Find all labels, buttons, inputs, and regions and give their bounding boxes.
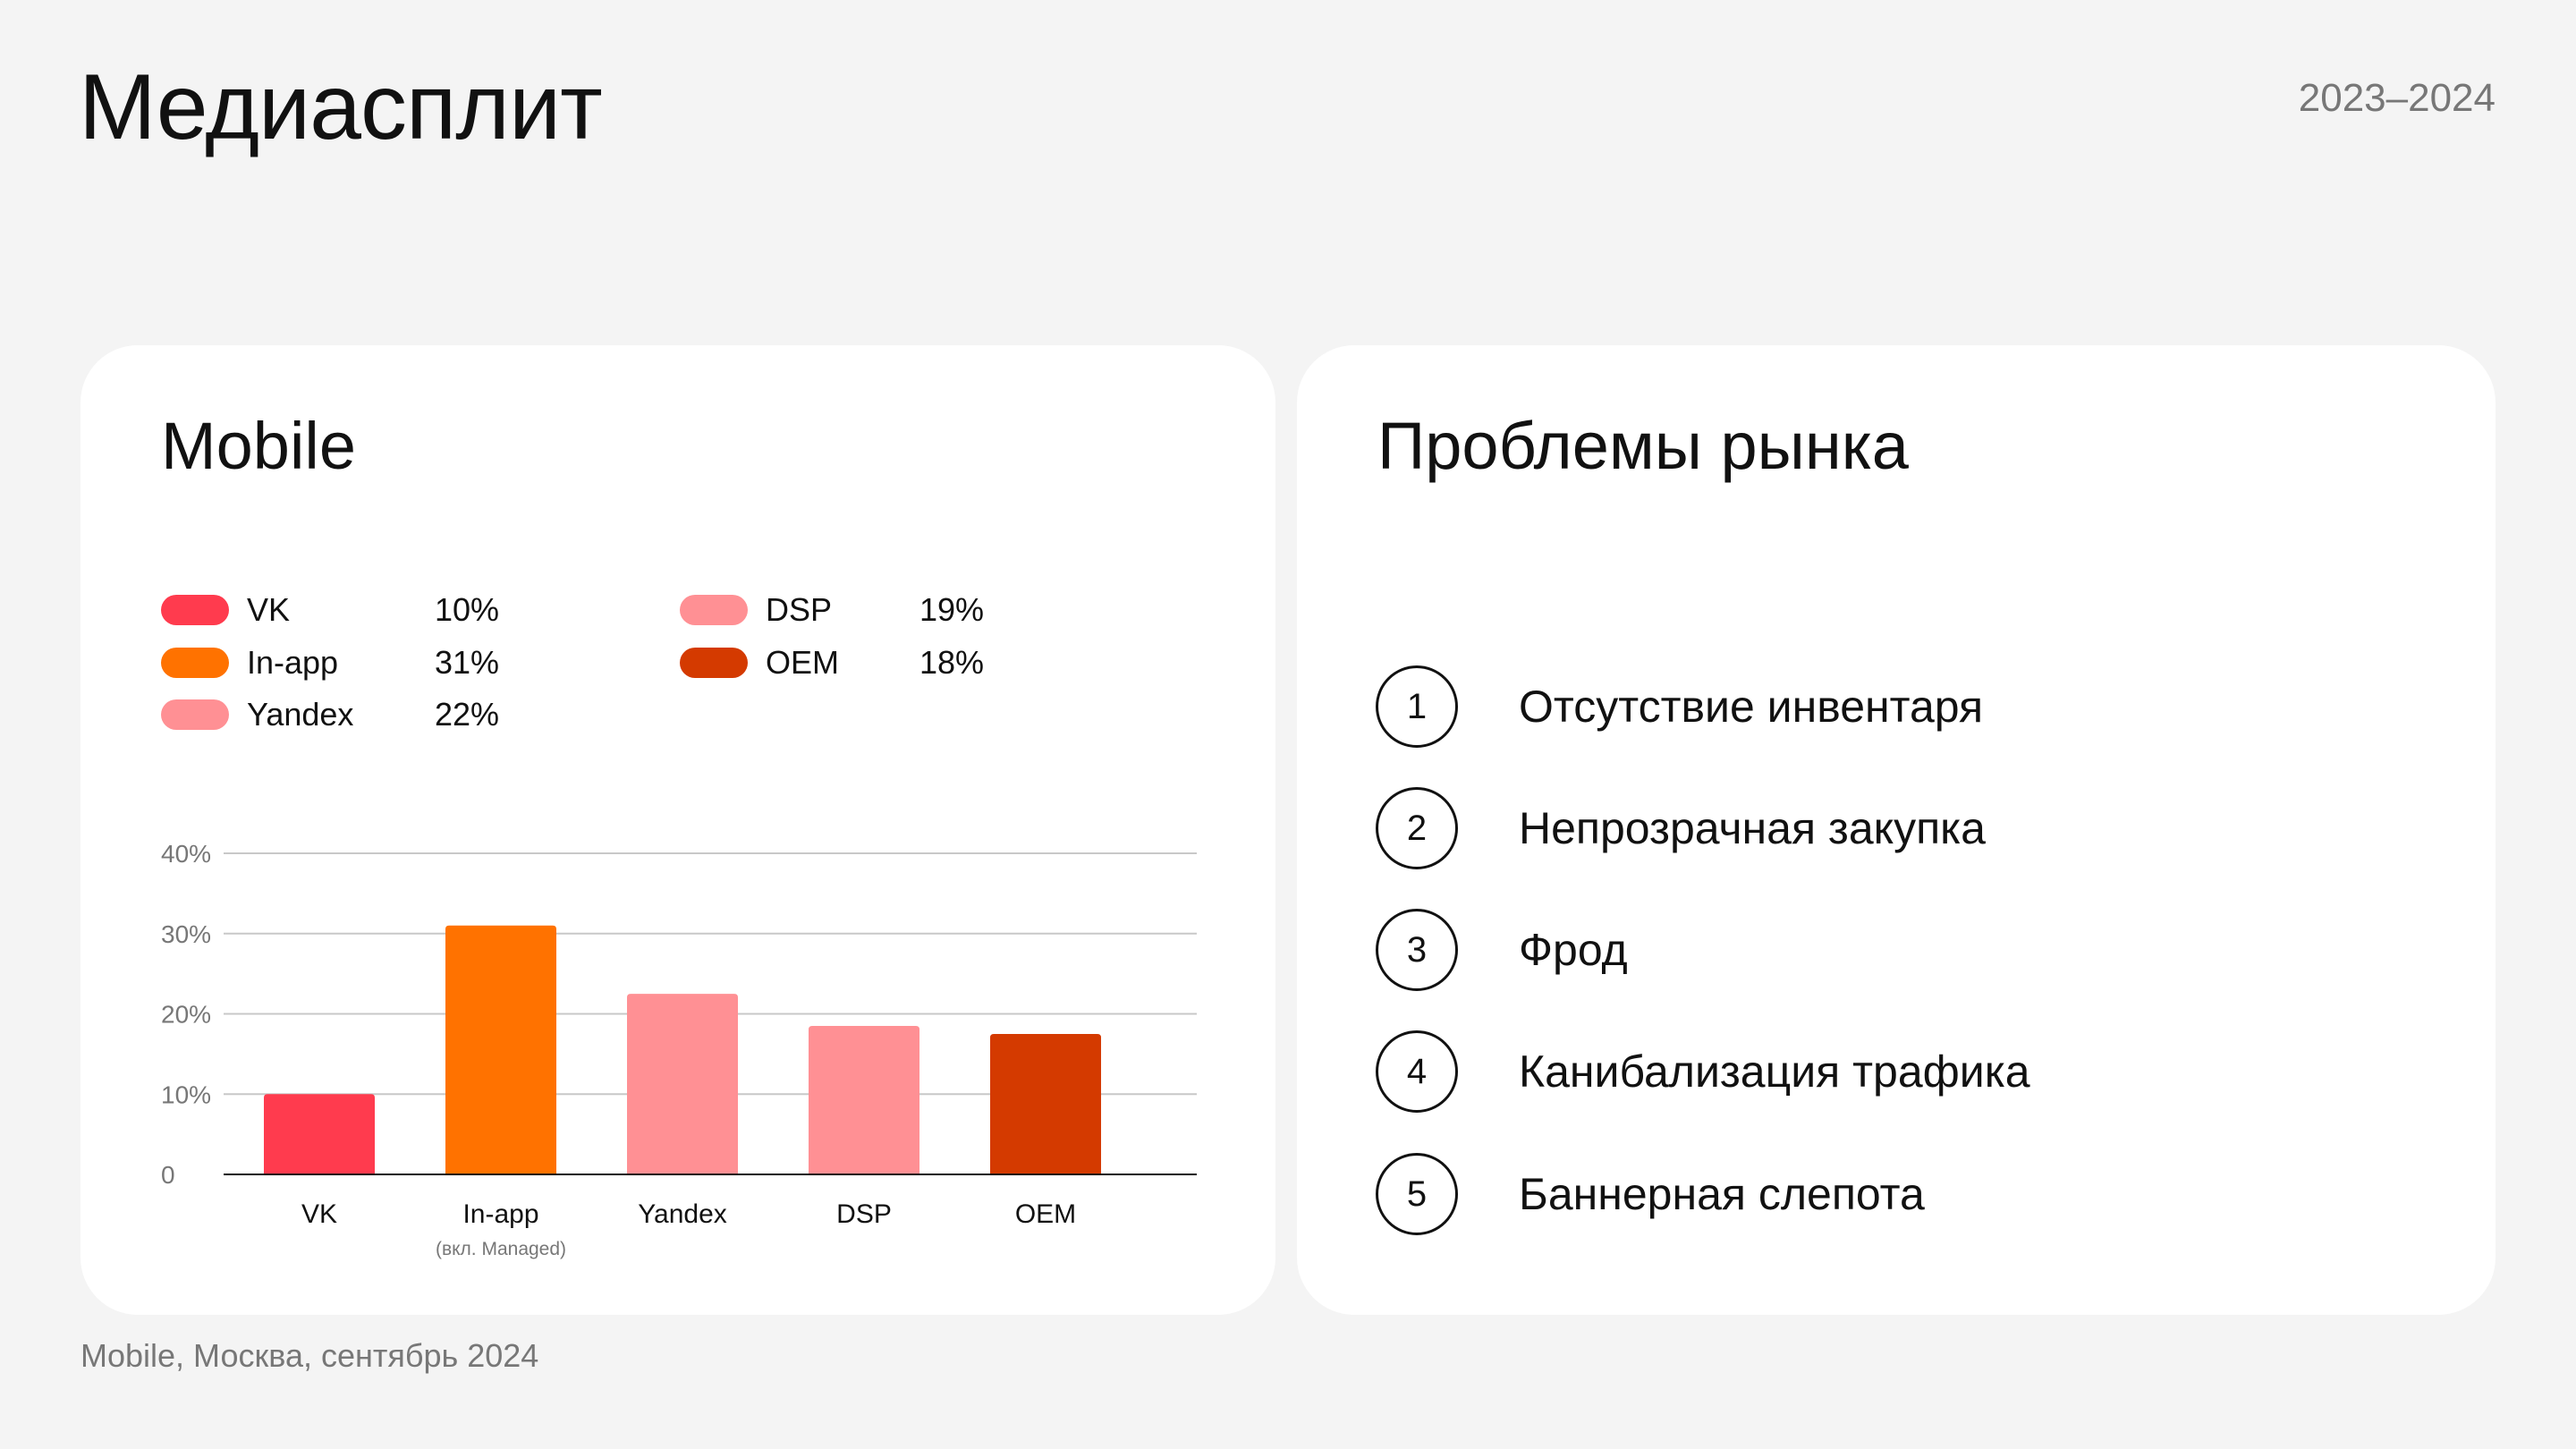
legend-swatch	[680, 648, 748, 678]
problem-number-badge: 5	[1376, 1153, 1458, 1235]
legend-value: 22%	[435, 696, 500, 733]
problem-text: Канибализация трафика	[1519, 1046, 2030, 1097]
y-tick-label: 0	[161, 1161, 175, 1189]
y-tick-label: 10%	[161, 1080, 211, 1108]
problem-item: 3 Фрод	[1376, 907, 1628, 993]
bar	[809, 1025, 919, 1174]
problem-item: 4 Канибализация трафика	[1376, 1029, 2030, 1114]
legend-swatch	[161, 595, 229, 625]
bar	[627, 994, 738, 1174]
legend-label: In-app	[247, 644, 339, 681]
x-tick-label: In-app	[462, 1199, 538, 1229]
y-tick-label: 30%	[161, 920, 211, 948]
problem-number-badge: 2	[1376, 787, 1458, 869]
legend-value: 18%	[919, 644, 985, 681]
legend-label: DSP	[766, 591, 833, 628]
legend-value: 31%	[435, 644, 500, 681]
legend-item-yandex: Yandex 22%	[161, 689, 499, 741]
legend-item-vk: VK 10%	[161, 584, 499, 636]
problem-text: Непрозрачная закупка	[1519, 803, 1986, 853]
problem-item: 1 Отсутствие инвентаря	[1376, 664, 1983, 750]
legend-item-in-app: In-app 31%	[161, 637, 499, 689]
x-tick-note: (вкл. Managed)	[436, 1239, 566, 1259]
legend-item-dsp: DSP 19%	[680, 584, 984, 636]
problem-number-badge: 4	[1376, 1030, 1458, 1113]
x-tick-label: DSP	[836, 1199, 892, 1229]
legend-item-oem: OEM 18%	[680, 637, 984, 689]
problem-item: 2 Непрозрачная закупка	[1376, 785, 1986, 871]
x-tick-label: VK	[301, 1199, 337, 1229]
y-tick-label: 40%	[161, 840, 211, 868]
problems-card	[1297, 345, 2496, 1315]
problem-number-badge: 1	[1376, 665, 1458, 748]
legend-swatch	[680, 595, 748, 625]
y-tick-label: 20%	[161, 1001, 211, 1029]
legend-value: 10%	[435, 591, 500, 628]
legend-value: 19%	[919, 591, 985, 628]
problem-text: Фрод	[1519, 925, 1628, 975]
footer-caption: Mobile, Москва, сентябрь 2024	[80, 1337, 539, 1374]
problems-card-title: Проблемы рынка	[1377, 409, 1909, 483]
bar	[264, 1094, 375, 1174]
legend-swatch	[161, 699, 229, 730]
page-title: Медиасплит	[79, 55, 603, 159]
legend-label: OEM	[766, 644, 840, 681]
problem-text: Баннерная слепота	[1519, 1169, 1925, 1219]
period-label: 2023–2024	[2298, 76, 2496, 120]
x-tick-label: Yandex	[638, 1199, 727, 1229]
legend-label: VK	[247, 591, 291, 628]
bar	[990, 1033, 1101, 1174]
x-tick-label: OEM	[1015, 1199, 1076, 1229]
problem-item: 5 Баннерная слепота	[1376, 1151, 1925, 1237]
bar	[445, 925, 556, 1174]
legend-label: Yandex	[247, 696, 354, 733]
legend-swatch	[161, 648, 229, 678]
problem-text: Отсутствие инвентаря	[1519, 682, 1984, 732]
mobile-card-title: Mobile	[161, 409, 356, 483]
bar-chart: 0 10% 20% 30% 40% VK In-app (вкл. Managed) Yande…	[161, 840, 1197, 1259]
problem-number-badge: 3	[1376, 909, 1458, 991]
